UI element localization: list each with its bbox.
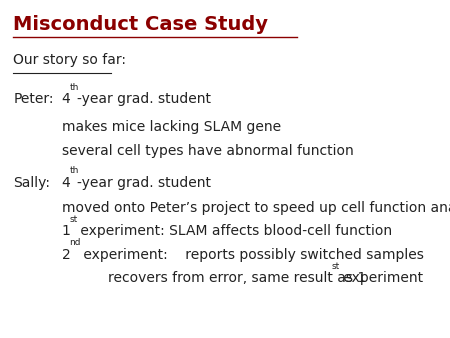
Text: recovers from error, same result as 1: recovers from error, same result as 1	[108, 271, 367, 285]
Text: st: st	[69, 215, 77, 224]
Text: makes mice lacking SLAM gene: makes mice lacking SLAM gene	[62, 120, 281, 135]
Text: experiment: SLAM affects blood-cell function: experiment: SLAM affects blood-cell func…	[76, 224, 392, 238]
Text: th: th	[69, 166, 79, 175]
Text: 2: 2	[62, 248, 71, 262]
Text: experiment:    reports possibly switched samples: experiment: reports possibly switched sa…	[79, 248, 424, 262]
Text: 1: 1	[62, 224, 71, 238]
Text: experiment: experiment	[339, 271, 423, 285]
Text: th: th	[69, 82, 79, 92]
Text: moved onto Peter’s project to speed up cell function analysis: moved onto Peter’s project to speed up c…	[62, 201, 450, 215]
Text: Peter:: Peter:	[14, 92, 54, 106]
Text: -year grad. student: -year grad. student	[77, 92, 212, 106]
Text: 4: 4	[62, 92, 71, 106]
Text: Our story so far:: Our story so far:	[14, 53, 126, 67]
Text: st: st	[332, 262, 340, 271]
Text: Sally:: Sally:	[14, 176, 50, 190]
Text: several cell types have abnormal function: several cell types have abnormal functio…	[62, 144, 353, 158]
Text: 4: 4	[62, 176, 71, 190]
Text: nd: nd	[69, 238, 81, 247]
Text: Misconduct Case Study: Misconduct Case Study	[14, 15, 269, 34]
Text: -year grad. student: -year grad. student	[77, 176, 212, 190]
